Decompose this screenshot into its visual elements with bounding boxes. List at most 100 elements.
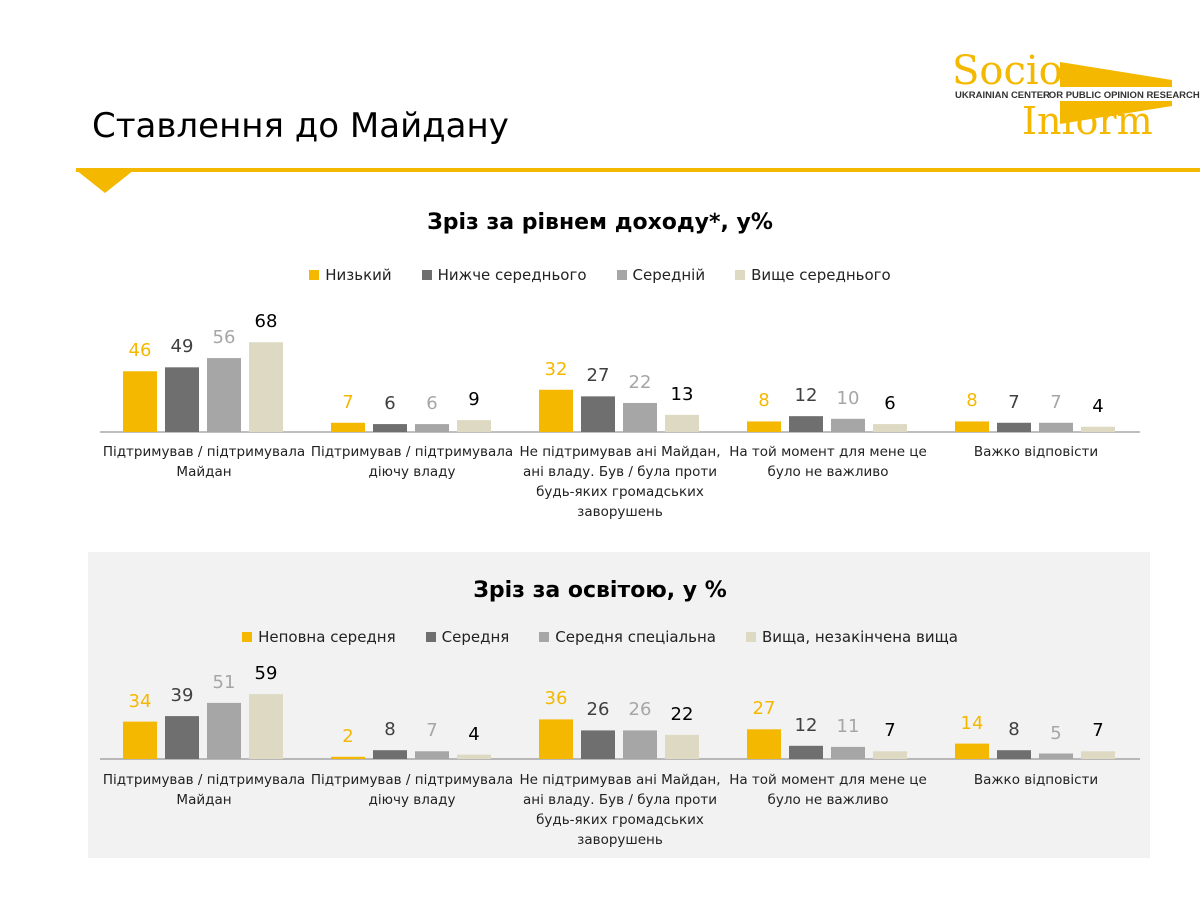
bar [123, 721, 157, 759]
slide-title: Ставлення до Майдану [92, 106, 509, 146]
bar [665, 734, 699, 759]
value-label: 22 [628, 371, 652, 393]
legend: Неповна середня Середня Середня спеціальна… [0, 628, 1200, 646]
value-label: 46 [128, 340, 152, 362]
value-label: 36 [544, 688, 568, 710]
value-label: 8 [1008, 719, 1020, 741]
bar [457, 420, 491, 432]
chart-title: Зріз за рівнем доходу*, у% [427, 210, 773, 235]
category-label: На той момент для мене це було не важлив… [729, 772, 927, 808]
value-label: 4 [1092, 395, 1104, 417]
value-label: 11 [836, 715, 860, 737]
legend-swatch [309, 270, 320, 280]
value-label: 6 [426, 393, 438, 415]
value-label: 14 [960, 712, 984, 734]
legend-swatch [421, 270, 432, 280]
legend-swatch [616, 270, 627, 280]
category-label: Підтримував / підтримувала Майдан [102, 772, 306, 808]
bar [955, 421, 989, 432]
legend-item: Середній [616, 266, 706, 284]
legend-item: Вища, незакінчена вища [745, 628, 958, 646]
bar [581, 396, 615, 432]
bar [123, 371, 157, 432]
bar [249, 342, 283, 432]
value-label: 26 [628, 699, 652, 721]
value-label: 22 [670, 703, 694, 725]
bar [1081, 426, 1115, 432]
bar [789, 745, 823, 759]
bar [165, 367, 199, 432]
legend-label: Середня [441, 628, 510, 646]
legend-label: Низький [325, 266, 392, 284]
category-label: Підтримував / підтримувала Майдан [102, 444, 306, 480]
bar [831, 746, 865, 759]
value-label: 12 [794, 714, 818, 736]
bar [457, 754, 491, 759]
legend-label: Неповна середня [258, 628, 396, 646]
logo-text: Inform [1022, 99, 1153, 143]
bar [1081, 751, 1115, 759]
legend-label: Вища, незакінчена вища [761, 628, 958, 646]
value-label: 7 [1050, 391, 1062, 413]
legend-label: Середній [632, 266, 706, 284]
value-label: 27 [752, 698, 776, 720]
value-label: 6 [384, 393, 396, 415]
value-label: 13 [670, 383, 694, 405]
bar [1039, 422, 1073, 432]
bar [955, 743, 989, 759]
legend-item: Вище середнього [735, 266, 891, 284]
logo-band-bg [952, 87, 1172, 101]
value-label: 7 [342, 391, 354, 413]
bar [1039, 753, 1073, 759]
category-label: Важко відповісти [973, 772, 1099, 788]
value-label: 4 [468, 723, 480, 745]
value-label: 7 [884, 720, 896, 742]
header-notch [76, 170, 134, 193]
value-label: 7 [1092, 720, 1104, 742]
legend-label: Середня спеціальна [555, 628, 716, 646]
value-label: 51 [212, 671, 236, 693]
value-label: 56 [212, 327, 236, 349]
bar [831, 418, 865, 432]
legend-label: Нижче середнього [437, 266, 587, 284]
value-label: 12 [794, 385, 818, 407]
value-label: 34 [128, 690, 152, 712]
legend-label: Вище середнього [751, 266, 891, 284]
bar [207, 358, 241, 432]
legend-item: Середня [425, 628, 510, 646]
bar [623, 402, 657, 432]
value-label: 7 [426, 720, 438, 742]
category-label: Не підтримував ані Майдан, ані владу. Бу… [519, 772, 721, 848]
bar [373, 750, 407, 759]
bar [373, 424, 407, 432]
category-label: Не підтримував ані Майдан, ані владу. Бу… [519, 444, 721, 520]
value-label: 8 [384, 719, 396, 741]
legend-swatch [745, 632, 756, 642]
value-label: 39 [170, 685, 194, 707]
value-label: 27 [586, 365, 610, 387]
value-label: 8 [966, 390, 978, 412]
value-label: 9 [468, 389, 480, 411]
bar [789, 416, 823, 432]
bar [581, 730, 615, 759]
bar [415, 424, 449, 432]
value-label: 5 [1050, 722, 1062, 744]
legend: Низький Нижче середнього Середній Вище сере… [0, 266, 1200, 284]
category-label: Важко відповісти [973, 444, 1099, 460]
bar [623, 730, 657, 759]
bar [747, 421, 781, 432]
legend-item: Нижче середнього [421, 266, 587, 284]
category-label: На той момент для мене це було не важлив… [729, 444, 927, 480]
legend-swatch [242, 632, 253, 642]
bar [207, 702, 241, 759]
legend-item: Низький [309, 266, 392, 284]
value-label: 49 [170, 336, 194, 358]
legend-item: Неповна середня [242, 628, 396, 646]
category-label: Підтримував / підтримувала діючу владу [310, 772, 514, 808]
value-label: 7 [1008, 391, 1020, 413]
bar [873, 424, 907, 432]
bar [873, 751, 907, 759]
bar [331, 756, 365, 759]
